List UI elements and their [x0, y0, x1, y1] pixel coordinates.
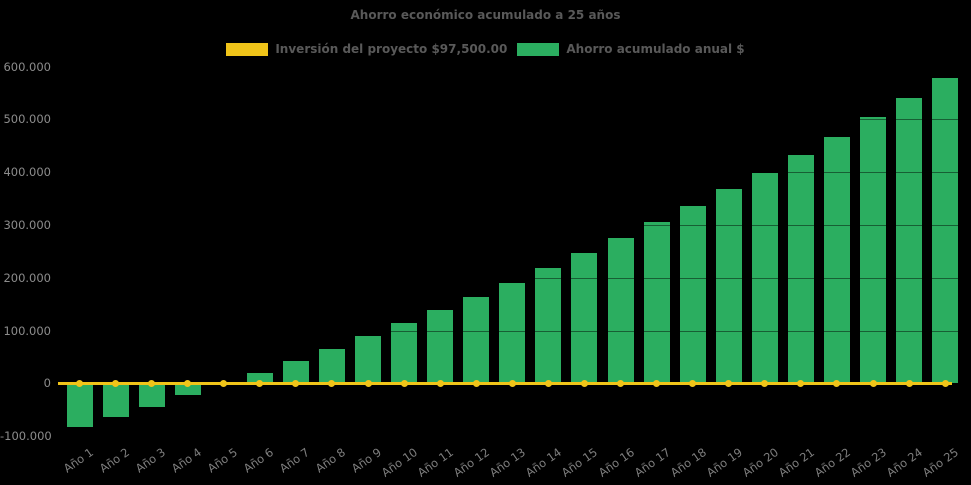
legend-item-inversion: Inversión del proyecto $97,500.00: [226, 42, 507, 56]
gridline-400000: [60, 172, 965, 174]
investment-line-marker-ano-25-icon: [941, 379, 949, 387]
investment-line-marker-ano-5-icon: [220, 379, 228, 387]
bar-ano-11: [427, 309, 454, 384]
bar-ano-15: [571, 252, 598, 384]
bar-ano-18: [679, 205, 706, 384]
bar-ano-16: [607, 238, 634, 384]
gridline-100000: [60, 330, 965, 332]
investment-line-marker-ano-6-icon: [256, 379, 264, 387]
investment-line-marker-ano-2-icon: [112, 379, 120, 387]
bar-ano-17: [643, 221, 670, 384]
bar-ano-24: [896, 98, 923, 384]
investment-line-marker-ano-14-icon: [544, 379, 552, 387]
bar-ano-7: [282, 360, 309, 384]
bar-ano-8: [318, 348, 345, 384]
investment-line-marker-ano-22-icon: [833, 379, 841, 387]
bar-ano-9: [355, 336, 382, 384]
y-axis-tick-100000: 100.000: [3, 323, 51, 338]
bar-ano-3: [138, 383, 165, 408]
investment-line-marker-ano-11-icon: [436, 379, 444, 387]
y-axis-tick-400000: 400.000: [3, 165, 51, 180]
gridline-200000: [60, 277, 965, 279]
investment-line-marker-ano-23-icon: [869, 379, 877, 387]
legend-label-ahorro: Ahorro acumulado anual $: [566, 42, 745, 56]
legend-item-ahorro: Ahorro acumulado anual $: [517, 42, 745, 56]
bar-ano-1: [66, 383, 93, 428]
investment-line-marker-ano-17-icon: [653, 379, 661, 387]
bar-ano-10: [391, 322, 418, 384]
investment-line-marker-ano-8-icon: [328, 379, 336, 387]
gridline--100000: [60, 436, 965, 438]
investment-line-marker-ano-3-icon: [148, 379, 156, 387]
investment-line-marker-ano-9-icon: [364, 379, 372, 387]
bar-ano-20: [751, 172, 778, 384]
y-axis-tick-500000: 500.000: [3, 112, 51, 127]
y-axis-tick-0: 0: [43, 376, 51, 391]
investment-line-marker-ano-12-icon: [472, 379, 480, 387]
bar-ano-22: [823, 136, 850, 384]
bar-ano-12: [463, 297, 490, 384]
bar-ano-14: [535, 268, 562, 384]
investment-line-marker-ano-19-icon: [725, 379, 733, 387]
investment-line-marker-ano-1-icon: [76, 379, 83, 387]
gridline-600000: [60, 66, 965, 68]
gridline-300000: [60, 224, 965, 226]
investment-line-marker-ano-16-icon: [617, 379, 625, 387]
investment-line-marker-ano-20-icon: [761, 379, 769, 387]
bar-ano-21: [787, 154, 814, 384]
y-axis-tick--100000: -100.000: [0, 429, 52, 444]
bar-ano-6: [246, 373, 273, 384]
bar-ano-4: [174, 383, 201, 396]
investment-line-marker-ano-13-icon: [508, 379, 516, 387]
bar-ano-25: [932, 78, 959, 384]
gridline-500000: [60, 119, 965, 121]
investment-line-marker-ano-21-icon: [797, 379, 805, 387]
investment-line-marker-ano-18-icon: [689, 379, 697, 387]
legend-swatch-ahorro-icon: [517, 42, 560, 56]
y-axis-tick-300000: 300.000: [3, 217, 51, 232]
bar-ano-23: [860, 117, 887, 384]
y-axis-tick-600000: 600.000: [3, 59, 51, 74]
chart-title: Ahorro económico acumulado a 25 años: [350, 8, 621, 22]
investment-line-marker-ano-10-icon: [400, 379, 408, 387]
legend-swatch-inversion-icon: [226, 42, 269, 56]
bar-ano-19: [715, 189, 742, 384]
investment-line-marker-ano-15-icon: [580, 379, 588, 387]
bar-ano-2: [102, 383, 129, 418]
investment-line-marker-ano-24-icon: [905, 379, 913, 387]
chart-legend: Inversión del proyecto $97,500.00 Ahorro…: [0, 41, 971, 57]
legend-label-inversion: Inversión del proyecto $97,500.00: [275, 42, 508, 56]
investment-line-marker-ano-4-icon: [184, 379, 192, 387]
y-axis-tick-200000: 200.000: [3, 270, 51, 285]
bar-ano-13: [499, 283, 526, 384]
investment-line-marker-ano-7-icon: [292, 379, 300, 387]
investment-line: [58, 381, 952, 385]
